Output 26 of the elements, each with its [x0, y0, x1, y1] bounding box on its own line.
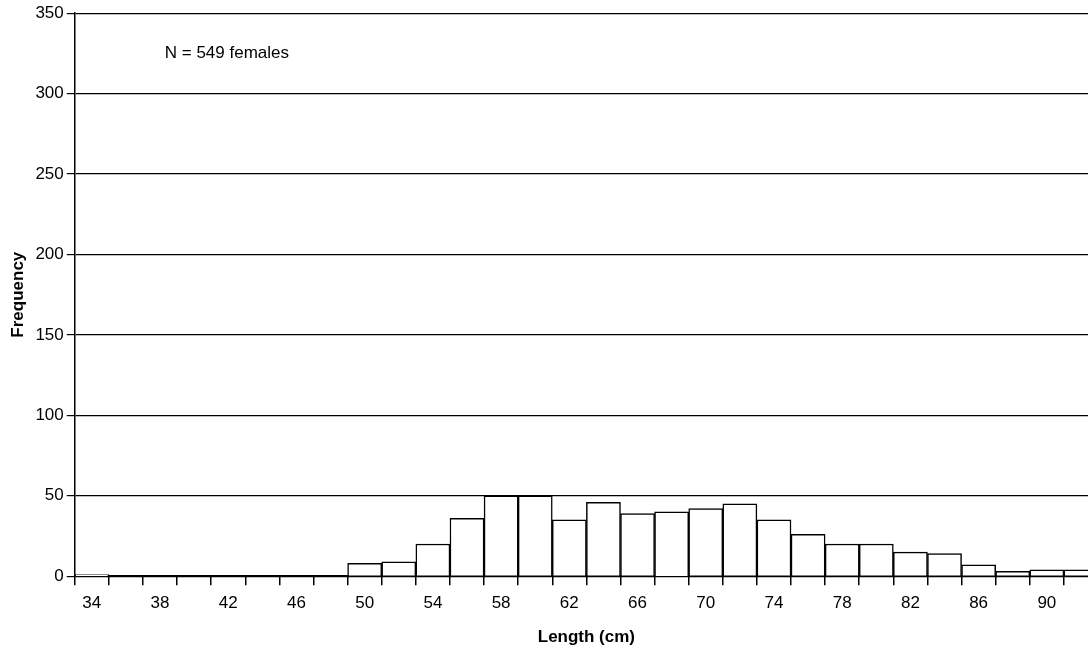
annotation: N = 549 females	[164, 42, 290, 62]
x-tick-label: 86	[969, 593, 989, 613]
x-tick-label: 62	[559, 593, 579, 613]
y-tick-label: 100	[35, 405, 64, 425]
y-tick-label: 300	[35, 83, 64, 103]
x-tick-label: 34	[82, 593, 102, 613]
x-tick-label: 70	[696, 593, 716, 613]
x-tick-label: 50	[355, 593, 375, 613]
x-tick-label: 42	[218, 593, 238, 613]
x-tick-label: 38	[150, 593, 170, 613]
y-tick-label: 0	[54, 565, 64, 585]
x-tick-label: 46	[287, 593, 306, 613]
x-tick-label: 90	[1037, 593, 1057, 613]
y-tick-label: 250	[35, 163, 64, 183]
x-tick-label: 58	[491, 593, 511, 613]
y-tick-label: 350	[35, 2, 64, 22]
x-tick-label: 82	[900, 593, 920, 613]
x-tick-label: 66	[628, 593, 647, 613]
y-tick-label: 150	[35, 324, 64, 344]
x-axis-title: Length (cm)	[537, 627, 636, 647]
y-axis-title: Frequency	[7, 251, 27, 338]
x-tick-label: 54	[423, 593, 443, 613]
y-tick-label: 200	[35, 244, 64, 264]
x-tick-label: 74	[764, 593, 784, 613]
y-tick-label: 50	[44, 485, 64, 505]
x-tick-label: 78	[832, 593, 852, 613]
